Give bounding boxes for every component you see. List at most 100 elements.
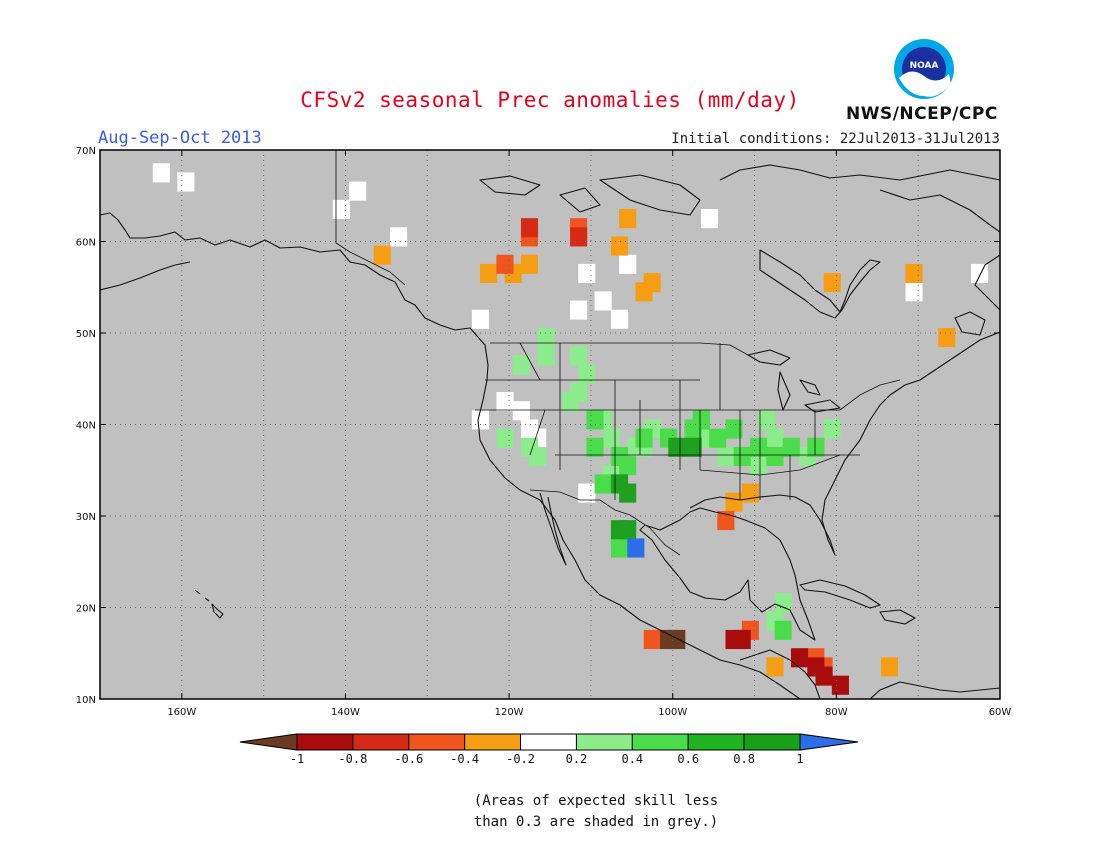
anomaly-cell-green	[709, 428, 727, 448]
anomaly-cell-lightgreen	[774, 593, 792, 613]
coastline	[559, 187, 601, 213]
border	[519, 342, 546, 456]
anomaly-cell-white	[496, 392, 514, 412]
lat-tick-label: 30N	[76, 512, 96, 523]
border	[559, 343, 761, 500]
coastline	[100, 212, 801, 699]
anomaly-cell-darkred	[725, 629, 743, 650]
anomaly-cell-orange	[766, 657, 784, 677]
chart-title: CFSv2 seasonal Prec anomalies (mm/day)	[300, 88, 800, 112]
anomaly-cell-green	[594, 474, 612, 494]
anomaly-cell-darkgreen	[619, 483, 637, 503]
lon-tick-label: 140W	[331, 707, 360, 718]
anomaly-cell-orange	[373, 245, 391, 265]
lon-tick-label: 80W	[825, 707, 848, 718]
lon-tick-label: 100W	[658, 707, 687, 718]
coastline	[689, 331, 1000, 556]
lat-tick-label: 20N	[76, 604, 96, 615]
anomaly-cell-lightgreen	[529, 446, 547, 467]
lat-tick-label: 50N	[76, 329, 96, 340]
anomaly-cell-white	[471, 410, 489, 430]
anomaly-cell-white	[619, 254, 637, 274]
anomaly-cell-white	[390, 227, 408, 247]
anomaly-cell-orange	[610, 236, 629, 256]
coastline	[194, 589, 224, 619]
anomaly-cell-red	[570, 227, 588, 247]
anomaly-cell-white	[570, 300, 588, 320]
coastline	[879, 189, 1000, 233]
coastline	[719, 164, 1000, 181]
noaa-logo-icon: NOAA	[894, 39, 954, 99]
anomaly-cell-orangered	[496, 254, 514, 274]
colorbar-label: -0.4	[450, 752, 479, 766]
coastline	[954, 311, 986, 336]
colorbar-segment	[520, 733, 577, 751]
anomaly-cell-white	[578, 483, 596, 503]
coastline	[479, 175, 541, 196]
anomaly-cell-green	[774, 620, 792, 640]
anomaly-cell-white	[471, 309, 489, 329]
colorbar-low-arrow	[239, 733, 298, 751]
anomaly-cell-orange	[725, 492, 743, 512]
anomaly-cell-darkred	[815, 666, 833, 686]
anomaly-cell-white	[594, 291, 612, 311]
anomaly-cell-brown	[668, 629, 686, 650]
anomaly-cell-white	[512, 401, 530, 421]
anomaly-cell-white	[700, 209, 719, 229]
colorbar-label: 0.6	[677, 752, 699, 766]
anomaly-cell-white	[152, 163, 170, 183]
anomaly-cell-green	[692, 410, 710, 430]
colorbar-label: 0.8	[733, 752, 755, 766]
colorbar-label: 0.4	[621, 752, 643, 766]
anomaly-cell-orange	[905, 263, 923, 284]
colorbar-segment	[408, 733, 466, 751]
coastline	[879, 609, 916, 625]
colorbar-high-arrow	[799, 733, 859, 751]
anomaly-cell-lightgreen	[570, 382, 588, 402]
anomaly-cell-darkgreen	[684, 437, 702, 457]
anomaly-cell-darkgreen	[668, 437, 686, 457]
border	[839, 379, 901, 411]
coastline	[639, 507, 816, 641]
skill-note: (Areas of expected skill less than 0.3 a…	[0, 791, 1100, 833]
colorbar-segment	[687, 733, 745, 751]
anomaly-cell-green	[733, 446, 751, 467]
anomaly-cell-white	[970, 263, 989, 284]
border	[335, 150, 406, 286]
anomaly-cell-green	[766, 446, 784, 467]
anomaly-cell-lightgreen	[717, 446, 735, 467]
anomaly-cell-lightgreen	[602, 428, 620, 448]
anomaly-cell-orange	[823, 273, 841, 293]
lat-tick-label: 60N	[76, 238, 96, 249]
colorbar-segment	[631, 733, 689, 751]
colorbar-label: -0.2	[506, 752, 535, 766]
colorbar-segment	[352, 733, 410, 751]
colorbar-label: 0.2	[566, 752, 588, 766]
border	[699, 454, 841, 476]
anomaly-cell-lightgreen	[758, 410, 776, 430]
border	[719, 343, 816, 500]
anomaly-cell-lightgreen	[537, 346, 555, 366]
anomaly-cell-orangered	[643, 629, 661, 650]
coastline	[739, 649, 821, 699]
anomaly-cell-orange	[480, 263, 498, 284]
colorbar-segment	[296, 733, 354, 751]
anomaly-cell-green	[725, 419, 743, 439]
coastline	[799, 579, 881, 609]
lat-tick-label: 70N	[76, 146, 96, 157]
anomaly-cell-darkred	[790, 648, 809, 668]
anomaly-cell-orange	[619, 209, 637, 229]
anomaly-cell-green	[610, 538, 629, 558]
anomaly-cell-green	[619, 456, 637, 476]
colorbar-label: -1	[290, 752, 304, 766]
anomaly-cell-lightgreen	[766, 428, 784, 448]
colorbar-segment	[743, 733, 801, 751]
colorbar-label: 1	[796, 752, 803, 766]
colorbar: -1 -0.8 -0.6 -0.4 -0.2 0.2 0.4 0.6 0.8 1	[239, 733, 859, 766]
coastline	[759, 249, 881, 319]
colorbar-label: -0.8	[338, 752, 367, 766]
skill-note-line2: than 0.3 are shaded in grey.)	[473, 814, 719, 830]
anomaly-cell-darkgreen	[610, 520, 629, 540]
coastline	[974, 254, 1000, 311]
forecast-period: Aug-Sep-Oct 2013	[98, 128, 262, 148]
